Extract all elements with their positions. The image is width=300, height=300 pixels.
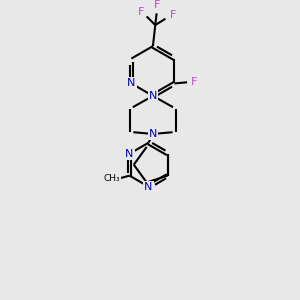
Text: CH₃: CH₃ [104, 174, 120, 183]
Text: F: F [137, 8, 144, 17]
Text: N: N [144, 182, 153, 192]
Text: N: N [149, 129, 157, 139]
Text: F: F [169, 11, 176, 20]
Text: N: N [149, 91, 157, 101]
Text: F: F [154, 0, 160, 11]
Text: N: N [125, 149, 134, 159]
Text: F: F [191, 77, 197, 87]
Text: N: N [127, 78, 136, 88]
